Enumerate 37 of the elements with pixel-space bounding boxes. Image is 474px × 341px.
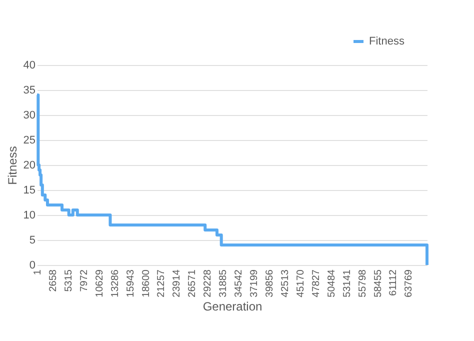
x-tick-label: 15943 <box>125 269 136 298</box>
x-tick-label: 45170 <box>295 269 306 298</box>
x-tick-label: 13286 <box>110 269 121 298</box>
y-tick-label: 10 <box>23 210 36 222</box>
x-tick-label: 5315 <box>63 269 74 292</box>
x-tick-label: 61112 <box>388 269 400 296</box>
x-tick-label: 37199 <box>249 269 260 298</box>
y-tick-label: 20 <box>23 160 36 172</box>
x-tick-label: 53141 <box>342 269 353 298</box>
y-tick-label: 15 <box>23 184 36 196</box>
x-axis-title: Generation <box>202 299 262 314</box>
y-tick-label: 0 <box>29 260 36 272</box>
x-tick-label: 34542 <box>234 269 245 298</box>
y-tick-label: 30 <box>23 110 36 122</box>
x-tick-label: 58455 <box>372 269 384 298</box>
x-tick-label: 63769 <box>404 269 415 298</box>
x-tick-label: 7972 <box>78 269 90 292</box>
y-tick-label: 40 <box>23 60 36 72</box>
y-tick-label: 5 <box>29 234 36 246</box>
legend-label: Fitness <box>369 36 405 48</box>
x-tick-label: 39856 <box>264 269 276 298</box>
x-tick-label: 2658 <box>48 269 59 292</box>
x-tick-label: 31885 <box>218 269 230 298</box>
x-tick-label: 10629 <box>94 269 106 298</box>
x-tick-label: 42513 <box>280 269 291 298</box>
x-tick-label: 26571 <box>187 269 198 298</box>
x-tick-label: 18600 <box>140 269 152 298</box>
y-tick-label: 25 <box>23 134 36 146</box>
x-tick-label: 55798 <box>357 269 368 298</box>
x-tick-label: 50484 <box>326 269 338 298</box>
x-tick-label: 1 <box>32 269 44 276</box>
y-axis-title: Fitness <box>5 146 20 185</box>
x-tick-label: 47827 <box>310 269 322 298</box>
x-tick-label: 29228 <box>202 269 214 298</box>
x-tick-label: 23914 <box>172 269 183 298</box>
y-tick-label: 35 <box>23 84 36 96</box>
x-tick-label: 21257 <box>156 269 168 298</box>
